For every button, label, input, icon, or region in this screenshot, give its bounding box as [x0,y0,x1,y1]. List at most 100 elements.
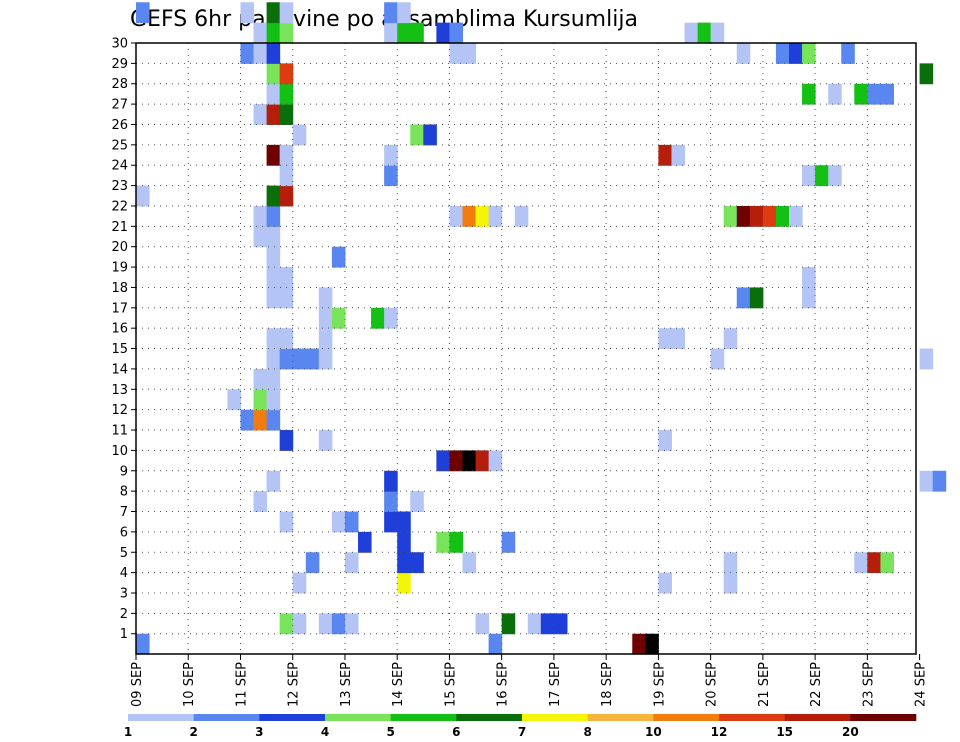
heatmap-cell [488,633,503,655]
heatmap-cell [697,22,712,44]
y-tick-label: 30 [111,37,128,52]
heatmap-cell [449,450,463,472]
colorbar-label: 12 [711,725,728,739]
colorbar-label: 20 [842,725,859,739]
heatmap-cell [358,531,372,553]
heatmap-cell [318,348,333,370]
x-tick-label: 18 SEP [600,662,615,707]
heatmap-cell [331,246,346,268]
heatmap-cell [253,226,268,248]
colorbar-swatch [390,714,457,721]
heatmap-cell [880,552,894,574]
y-tick-label: 8 [120,485,128,500]
colorbar-swatch [193,714,260,721]
heatmap-cell [266,267,281,288]
y-tick-label: 10 [111,444,128,459]
heatmap-cell [253,409,268,431]
heatmap-cell [449,43,463,64]
heatmap-cell [253,43,268,64]
heatmap-cell [397,552,411,574]
heatmap-cell [397,511,411,533]
heatmap-cell [775,43,790,64]
y-tick-label: 7 [120,505,128,520]
heatmap-cell [344,613,359,635]
heatmap-cell [749,287,764,309]
y-tick-label: 6 [120,525,128,540]
y-tick-label: 29 [111,57,128,72]
heatmap-cell [266,144,281,166]
heatmap-cell [266,63,281,85]
y-tick-label: 20 [111,240,128,255]
heatmap-cell [802,267,816,288]
y-tick-label: 21 [111,220,128,235]
heatmap-cell [253,491,268,513]
heatmap-cells [136,2,947,655]
heatmap-cell [384,307,398,329]
heatmap-cell [828,165,842,187]
heatmap-cell [762,205,777,227]
heatmap-cell [266,348,281,370]
colorbar-swatch [522,714,588,721]
heatmap-cell [854,83,868,105]
colorbar-label: 8 [583,725,591,739]
heatmap-cell [410,22,424,44]
colorbar-swatch [456,714,523,721]
y-tick-label: 16 [111,322,128,337]
heatmap-cell [266,104,281,125]
colorbar-swatch [259,714,326,721]
heatmap-cell [331,511,346,533]
heatmap-cell [318,328,333,350]
colorbar-label: 3 [255,725,263,739]
heatmap-cell [279,328,294,350]
heatmap-cell [710,348,725,370]
colorbar-label: 10 [645,725,662,739]
x-tick-label: 13 SEP [339,662,354,707]
heatmap-cell [384,2,398,24]
heatmap-cell [279,83,294,105]
y-tick-label: 13 [111,383,128,398]
heatmap-cell [436,450,450,472]
gridlines [136,42,916,654]
y-tick-label: 18 [111,281,128,296]
y-tick-label: 15 [111,342,128,357]
heatmap-cell [462,450,477,472]
heatmap-cell [318,287,333,309]
heatmap-cell [227,389,241,411]
x-tick-label: 19 SEP [652,662,667,707]
heatmap-cell [279,2,294,24]
heatmap-cell [266,409,281,431]
x-tick-label: 23 SEP [861,662,876,707]
x-tick-label: 17 SEP [548,662,563,707]
heatmap-cell [462,43,477,64]
heatmap-cell [292,124,307,146]
heatmap-cell [397,2,411,24]
heatmap-cell [266,470,281,492]
heatmap-cell [331,307,346,329]
chart-title: GEFS 6hr padavine po ansamblima Kursumli… [130,7,638,32]
heatmap-cell [841,43,855,64]
y-tick-label: 28 [111,77,128,92]
heatmap-cell [423,124,437,146]
x-tick-label: 09 SEP [130,662,145,707]
y-tick-label: 23 [111,179,128,194]
y-tick-label: 3 [120,586,128,601]
heatmap-cell [475,613,490,635]
heatmap-cell [397,572,411,594]
heatmap-cell [384,144,398,166]
heatmap-cell [501,531,516,553]
heatmap-cell [279,511,294,533]
heatmap-cell [240,409,255,431]
heatmap-cell [789,43,803,64]
y-tick-label: 26 [111,118,128,133]
heatmap-cell [462,552,477,574]
heatmap-cell [501,613,516,635]
heatmap-cell [240,2,255,24]
heatmap-cell [136,633,150,655]
heatmap-cell [880,83,894,105]
heatmap-cell [723,572,738,594]
heatmap-cell [736,43,751,64]
x-tick-label: 21 SEP [757,662,772,707]
heatmap-cell [279,22,294,44]
heatmap-cell [410,124,424,146]
y-tick-label: 22 [111,199,128,214]
